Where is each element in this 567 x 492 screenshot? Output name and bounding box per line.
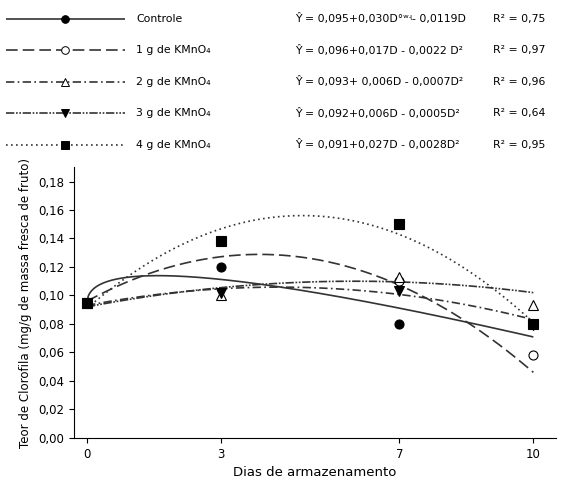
Text: R² = 0,64: R² = 0,64 [493,108,545,119]
Text: 2 g de KMnO₄: 2 g de KMnO₄ [136,77,211,87]
Text: Ŷ = 0,096+0,017D - 0,0022 D²: Ŷ = 0,096+0,017D - 0,0022 D² [295,45,463,56]
Text: Ŷ = 0,095+0,030D°ʷʵ- 0,0119D: Ŷ = 0,095+0,030D°ʷʵ- 0,0119D [295,13,466,25]
Text: 1 g de KMnO₄: 1 g de KMnO₄ [136,45,211,56]
Text: 3 g de KMnO₄: 3 g de KMnO₄ [136,108,211,119]
Text: 4 g de KMnO₄: 4 g de KMnO₄ [136,140,211,150]
Text: R² = 0,97: R² = 0,97 [493,45,545,56]
Text: R² = 0,75: R² = 0,75 [493,14,545,24]
Y-axis label: Teor de Clorofila (mg/g de massa fresca de fruto): Teor de Clorofila (mg/g de massa fresca … [19,157,32,448]
X-axis label: Dias de armazenamento: Dias de armazenamento [233,466,396,479]
Text: Ŷ = 0,093+ 0,006D - 0,0007D²: Ŷ = 0,093+ 0,006D - 0,0007D² [295,76,463,88]
Text: R² = 0,96: R² = 0,96 [493,77,545,87]
Text: Ŷ = 0,092+0,006D - 0,0005D²: Ŷ = 0,092+0,006D - 0,0005D² [295,108,460,119]
Text: R² = 0,95: R² = 0,95 [493,140,545,150]
Text: Controle: Controle [136,14,183,24]
Text: Ŷ = 0,091+0,027D - 0,0028D²: Ŷ = 0,091+0,027D - 0,0028D² [295,139,459,151]
